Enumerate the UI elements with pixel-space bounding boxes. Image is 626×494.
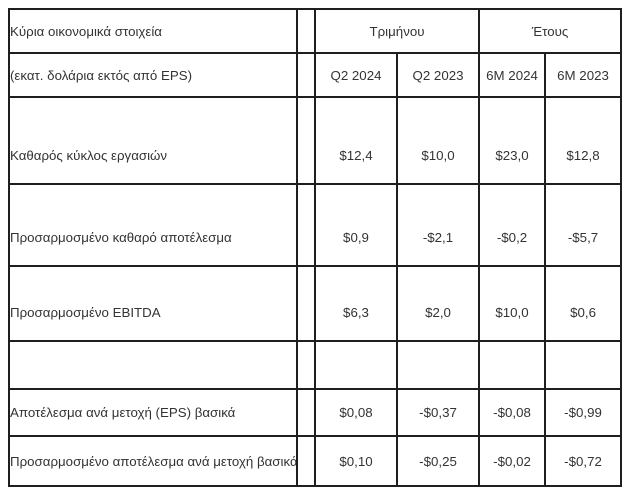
- value-cell: $0,08: [314, 388, 398, 437]
- header-group-row: Κύρια οικονομικά στοιχεία Τριμήνου Έτους: [8, 8, 623, 54]
- row-label: Αποτέλεσμα ανά μετοχή (EPS) βασικά: [8, 388, 298, 437]
- value-cell: -$0,99: [544, 388, 623, 437]
- row-label: Προσαρμοσμένο αποτέλεσμα ανά μετοχή βασι…: [8, 435, 298, 487]
- column-header-6m-2024: 6M 2024: [478, 52, 547, 98]
- spacer-cell: [296, 96, 316, 185]
- table-row-adjusted-eps-basic: Προσαρμοσμένο αποτέλεσμα ανά μετοχή βασι…: [8, 435, 623, 487]
- value-cell: $0,9: [314, 183, 398, 267]
- header-period-row: (εκατ. δολάρια εκτός από EPS) Q2 2024 Q2…: [8, 52, 623, 98]
- spacer-cell: [296, 183, 316, 267]
- table-row-adjusted-net-result: Προσαρμοσμένο καθαρό αποτέλεσμα $0,9 -$2…: [8, 183, 623, 267]
- financial-summary-table: Κύρια οικονομικά στοιχεία Τριμήνου Έτους…: [8, 8, 623, 487]
- spacer-cell: [296, 8, 316, 54]
- table-row-adjusted-ebitda: Προσαρμοσμένο EBITDA $6,3 $2,0 $10,0 $0,…: [8, 265, 623, 342]
- spacer-cell: [296, 388, 316, 437]
- value-cell: [395, 340, 481, 390]
- value-cell: -$0,2: [478, 183, 547, 267]
- value-cell: $23,0: [478, 96, 547, 185]
- value-cell: -$0,02: [478, 435, 547, 487]
- value-cell: $0,10: [314, 435, 398, 487]
- column-group-year: Έτους: [478, 8, 623, 54]
- value-cell: -$0,37: [395, 388, 481, 437]
- value-cell: $12,4: [314, 96, 398, 185]
- value-cell: $12,8: [544, 96, 623, 185]
- row-label: Καθαρός κύκλος εργασιών: [8, 96, 298, 185]
- value-cell: $10,0: [478, 265, 547, 342]
- value-cell: [478, 340, 547, 390]
- column-header-q2-2024: Q2 2024: [314, 52, 398, 98]
- spacer-cell: [296, 265, 316, 342]
- value-cell: [544, 340, 623, 390]
- spacer-cell: [296, 52, 316, 98]
- spacer-cell: [296, 340, 316, 390]
- value-cell: $10,0: [395, 96, 481, 185]
- table-row-eps-basic: Αποτέλεσμα ανά μετοχή (EPS) βασικά $0,08…: [8, 388, 623, 437]
- table-row-net-sales: Καθαρός κύκλος εργασιών $12,4 $10,0 $23,…: [8, 96, 623, 185]
- value-cell: $2,0: [395, 265, 481, 342]
- column-header-q2-2023: Q2 2023: [395, 52, 481, 98]
- value-cell: -$0,25: [395, 435, 481, 487]
- value-cell: -$2,1: [395, 183, 481, 267]
- column-header-6m-2023: 6M 2023: [544, 52, 623, 98]
- table-row-empty: [8, 340, 623, 390]
- row-label: Προσαρμοσμένο EBITDA: [8, 265, 298, 342]
- unit-note: (εκατ. δολάρια εκτός από EPS): [8, 52, 298, 98]
- row-label: [8, 340, 298, 390]
- value-cell: [314, 340, 398, 390]
- value-cell: $6,3: [314, 265, 398, 342]
- table-title: Κύρια οικονομικά στοιχεία: [8, 8, 298, 54]
- spacer-cell: [296, 435, 316, 487]
- value-cell: -$5,7: [544, 183, 623, 267]
- value-cell: $0,6: [544, 265, 623, 342]
- row-label: Προσαρμοσμένο καθαρό αποτέλεσμα: [8, 183, 298, 267]
- value-cell: -$0,08: [478, 388, 547, 437]
- value-cell: -$0,72: [544, 435, 623, 487]
- column-group-quarter: Τριμήνου: [313, 8, 481, 54]
